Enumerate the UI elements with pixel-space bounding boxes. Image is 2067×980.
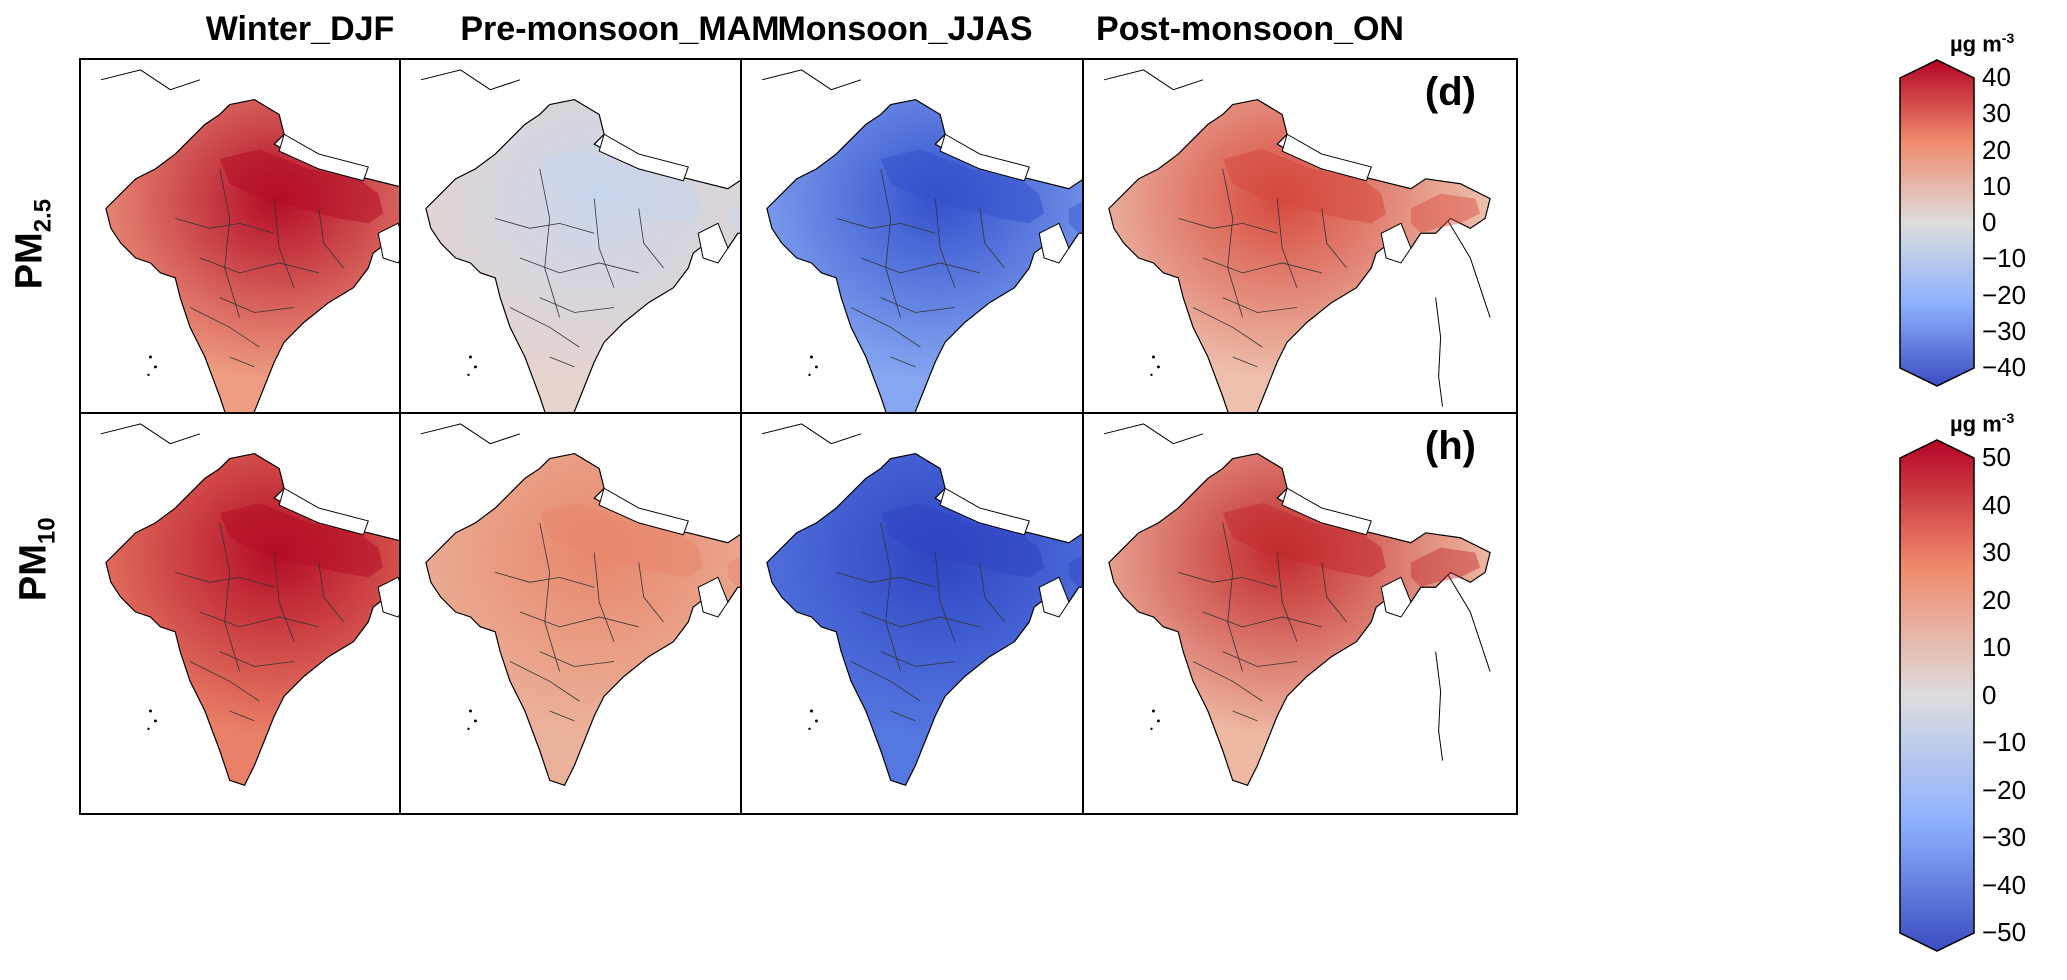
colorbar-tick: −20 <box>1982 279 2027 310</box>
colorbar-tick: −30 <box>1982 822 2027 852</box>
colorbar-unit-pm25: µg m-3 <box>1950 30 2015 57</box>
colorbar-unit-pm10: µg m-3 <box>1950 410 2015 437</box>
colorbar-tick: 50 <box>1982 442 2011 472</box>
colorbar-tick: 10 <box>1982 632 2011 662</box>
colorbar-tick: 20 <box>1982 134 2011 165</box>
column-title-monsoon: Monsoon_JJAS <box>777 10 1033 48</box>
panel-label: (d) <box>1424 70 1476 114</box>
colorbar-tick: −50 <box>1982 917 2027 947</box>
colorbar-tick: −20 <box>1982 774 2027 805</box>
colorbar-tick: 20 <box>1982 584 2011 615</box>
colorbar-tick: 0 <box>1982 679 1997 710</box>
colorbar-tick: −40 <box>1982 352 2027 382</box>
colorbar-tick: 30 <box>1982 537 2011 567</box>
colorbar-tick: 0 <box>1982 207 1997 237</box>
colorbar-tick: −30 <box>1982 315 2027 346</box>
colorbar-tick: 40 <box>1982 62 2011 92</box>
colorbar-tick: −40 <box>1982 869 2027 900</box>
colorbar-tick: 30 <box>1982 98 2011 129</box>
colorbar-tick: −10 <box>1982 727 2027 757</box>
column-title-winter: Winter_DJF <box>205 10 395 48</box>
row-label-pm10: PM10 <box>12 517 61 602</box>
colorbar-tick: −10 <box>1982 243 2027 274</box>
colorbar-pm25 <box>1899 59 1975 387</box>
panel-label: (h) <box>1424 424 1476 468</box>
map-panel-h: (h) <box>1082 412 1518 815</box>
colorbar-tick: 10 <box>1982 170 2011 201</box>
column-title-postmonsoon: Post-monsoon_ON <box>1096 10 1404 48</box>
column-title-premonsoon: Pre-monsoon_MAM <box>460 10 780 48</box>
row-label-pm25: PM2.5 <box>8 198 57 290</box>
colorbar-tick: 40 <box>1982 489 2011 520</box>
colorbar-pm10 <box>1899 439 1975 952</box>
map-panel-d: (d) <box>1082 58 1518 461</box>
